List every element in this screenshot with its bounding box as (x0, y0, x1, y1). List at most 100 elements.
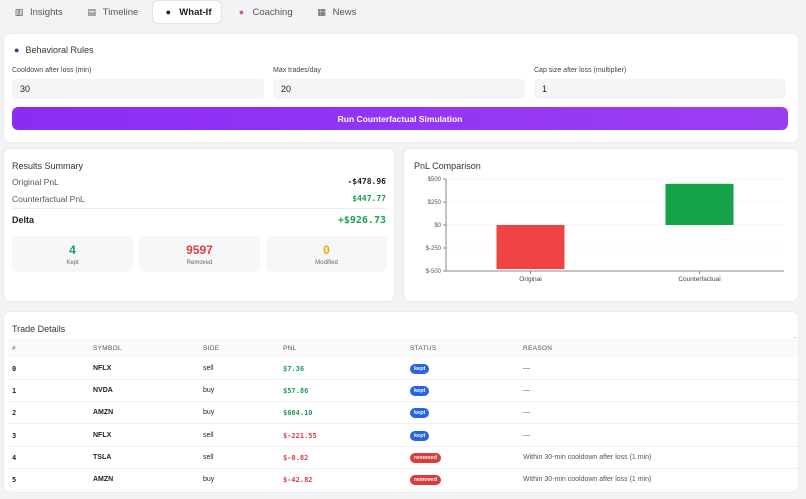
max-trades-input[interactable] (273, 79, 525, 99)
trade-reason: — (523, 431, 530, 439)
trade-side: sell (203, 365, 214, 372)
table-row[interactable]: 2 AMZN buy $604.10 kept — (8, 402, 798, 425)
trade-reason: Within 30-min cooldown after loss (1 min… (523, 476, 652, 483)
x-tick-label: Counterfactual (678, 276, 721, 283)
status-badge: kept (410, 364, 430, 374)
trade-symbol: AMZN (93, 476, 114, 483)
trade-side: buy (203, 387, 215, 395)
table-row[interactable]: 5 AMZN buy $-42.82 removed Within 30-min cool… (8, 469, 798, 491)
trade-details-card: Trade Details # SYMBOL SIDE PNL STATUS R… (4, 312, 798, 492)
tab-label: Insights (30, 6, 63, 18)
chart-title: PnL Comparison (414, 161, 481, 171)
kept-stat: 4 Kept (12, 236, 133, 272)
table-header-row: # SYMBOL SIDE PNL STATUS REASON (8, 338, 798, 358)
table-row[interactable]: 1 NVDA buy $57.86 kept — (8, 380, 798, 403)
newspaper-icon: ▦ (317, 6, 326, 17)
trade-side: sell (203, 431, 214, 439)
trade-side: buy (203, 409, 215, 417)
counterfactual-pnl-label: Counterfactual PnL (12, 194, 85, 204)
tab-what-if[interactable]: ● What-If (152, 0, 223, 24)
table-row[interactable]: 4 TSLA sell $-0.82 removed Within 30-min cool… (8, 447, 798, 469)
status-badge: removed (410, 452, 441, 463)
modified-stat: 0 Modified (266, 236, 387, 272)
removed-stat: 9597 Removed (139, 236, 260, 272)
table-row[interactable]: 0 NFLX sell $7.36 kept — (8, 358, 798, 380)
y-tick-label: $250 (428, 200, 442, 206)
brain-icon: ● (238, 7, 245, 17)
delta-label: Delta (12, 215, 35, 225)
trade-index: 2 (12, 409, 17, 418)
max-trades-label: Max trades/day (273, 67, 321, 74)
trade-reason: — (523, 409, 530, 417)
original-pnl-value: -$478.96 (347, 177, 386, 186)
trade-side: buy (203, 476, 215, 483)
pnl-comparison-card: PnL Comparison $500 $250 $0 $-250 $-500 Origi… (404, 149, 798, 301)
col-symbol: SYMBOL (93, 345, 122, 352)
trade-index: 1 (12, 387, 17, 396)
pnl-chart: $500 $250 $0 $-250 $-500 Original Counterfactu… (426, 177, 784, 283)
behavioral-rules-card: ● Behavioral Rules Cooldown after loss (… (4, 34, 798, 142)
counterfactual-pnl-value: $447.77 (352, 194, 386, 203)
tab-label: Coaching (252, 6, 293, 18)
y-tick-label: $500 (428, 177, 442, 183)
trade-side: sell (203, 453, 214, 461)
kept-label: Kept (66, 260, 79, 266)
cap-size-input[interactable] (534, 79, 786, 99)
y-tick-label: $-250 (426, 246, 442, 252)
status-badge: kept (410, 430, 430, 441)
removed-label: Removed (186, 260, 213, 266)
trade-symbol: NFLX (93, 365, 112, 372)
tab-insights[interactable]: ▥ Insights (4, 0, 73, 24)
original-pnl-row: Original PnL -$478.96 (12, 177, 386, 187)
col-status: STATUS (410, 345, 437, 352)
trade-reason: Within 30-min cooldown after loss (1 min… (523, 453, 652, 461)
counterfactual-pnl-row: Counterfactual PnL $447.77 (12, 194, 386, 204)
clipboard-icon: ▤ (87, 6, 96, 17)
trade-pnl: $-0.82 (283, 453, 309, 462)
trade-index: 3 (12, 431, 17, 440)
trade-reason: — (523, 365, 530, 372)
rules-title: ● Behavioral Rules (14, 45, 93, 55)
tab-timeline[interactable]: ▤ Timeline (77, 0, 149, 24)
cooldown-input[interactable] (12, 79, 264, 99)
run-simulation-button[interactable]: Run Counterfactual Simulation (12, 107, 788, 130)
results-title: Results Summary (12, 161, 84, 171)
status-badge: kept (410, 386, 430, 397)
tab-news[interactable]: ▦ News (307, 0, 367, 24)
status-badge: removed (410, 475, 441, 485)
trade-symbol: NVDA (93, 387, 113, 395)
rules-title-text: Behavioral Rules (25, 45, 94, 55)
original-pnl-label: Original PnL (12, 177, 59, 187)
trade-symbol: NFLX (93, 431, 112, 439)
trade-pnl: $604.10 (283, 409, 313, 418)
results-divider (12, 208, 386, 209)
tab-label: Timeline (102, 6, 139, 18)
tab-coaching[interactable]: ● Coaching (226, 0, 302, 24)
crystal-ball-icon: ● (14, 45, 20, 55)
trade-index: 0 (12, 365, 17, 373)
trade-pnl: $-221.55 (283, 431, 317, 440)
cap-size-label: Cap size after loss (multiplier) (534, 67, 627, 74)
bar-counterfactual (665, 183, 734, 225)
col-reason: REASON (523, 345, 553, 352)
col-side: SIDE (203, 345, 220, 352)
col-index: # (12, 345, 16, 352)
tab-bar: ▥ Insights ▤ Timeline ● What-If ● Coachi… (4, 0, 366, 24)
x-tick-label: Original (519, 276, 542, 283)
bar-original (496, 225, 565, 270)
modified-label: Modified (315, 260, 338, 266)
trade-symbol: TSLA (93, 453, 112, 461)
y-tick-label: $0 (434, 223, 441, 229)
modified-count: 0 (323, 243, 330, 257)
trade-pnl: $-42.82 (283, 476, 313, 484)
y-tick-label: $-500 (426, 269, 442, 275)
status-badge: kept (410, 408, 430, 419)
col-pnl: PNL (283, 345, 297, 352)
trade-reason: — (523, 387, 530, 395)
table-row[interactable]: 3 NFLX sell $-221.55 kept — (8, 425, 798, 447)
delta-row: Delta +$926.73 (12, 215, 386, 226)
trades-title: Trade Details (12, 324, 66, 334)
cooldown-label: Cooldown after loss (min) (12, 67, 92, 74)
delta-value: +$926.73 (337, 215, 386, 226)
tab-label: News (332, 6, 357, 18)
